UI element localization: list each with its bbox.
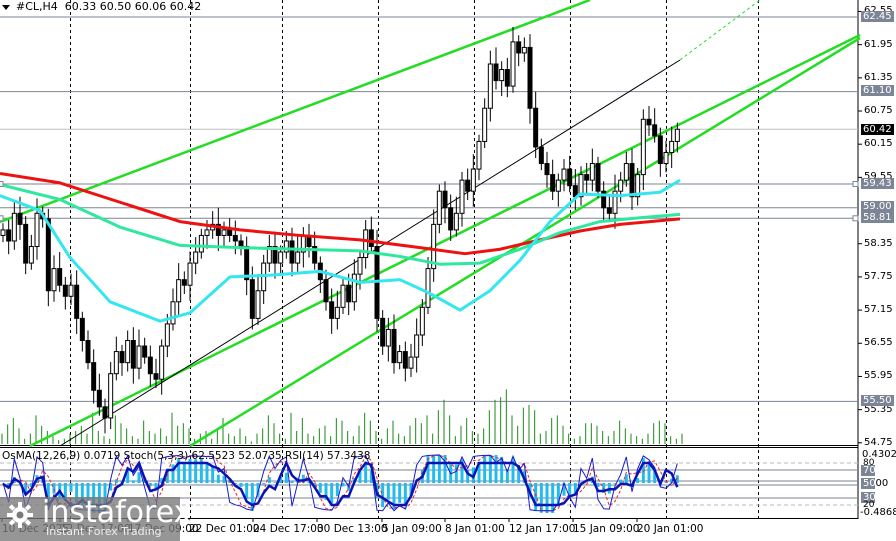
price-tick: 56.55 xyxy=(864,337,893,349)
price-tick: 61.95 xyxy=(864,38,893,50)
time-label: 22 Dec 01:00 xyxy=(189,523,260,535)
price-tick: 60.75 xyxy=(864,105,893,116)
triangle-down-icon[interactable] xyxy=(2,4,10,10)
price-tick: 57.15 xyxy=(864,304,893,316)
price-tick: 58.35 xyxy=(864,237,893,249)
time-label: 24 Dec 17:00 xyxy=(253,523,324,535)
price-tick: 55.95 xyxy=(864,370,893,382)
price-tick: 57.75 xyxy=(864,270,893,282)
time-label: 30 Dec 13:00 xyxy=(317,523,388,535)
indicator-header: OsMA(12,26,9) 0.0719 Stoch(5,3,3) 62.552… xyxy=(2,450,371,462)
current-price-tag: 60.42 xyxy=(861,124,894,135)
price-level-tag: 58.81 xyxy=(861,212,894,223)
stoch-level-20: 20 xyxy=(863,500,875,510)
gear-icon xyxy=(7,502,33,528)
price-level-tag: 61.10 xyxy=(861,85,894,96)
rsi-level-50: 50 xyxy=(861,478,876,489)
time-label: 8 Jan 01:00 xyxy=(445,523,505,535)
price-tick: 62.55 xyxy=(864,5,893,16)
ohlc-values: 60.33 60.50 60.06 60.42 xyxy=(64,0,202,13)
price-tick: 54.75 xyxy=(864,436,893,448)
price-tick: 55.35 xyxy=(864,403,893,415)
indicator-axis-zero: 0.00 xyxy=(866,478,889,489)
indicator-axis-bottom: -0.4868 xyxy=(860,507,896,518)
instaforex-watermark: instaforex Instant Forex Trading xyxy=(0,495,191,541)
chart-header: #CL,H4 60.33 60.50 60.06 60.42 xyxy=(2,0,201,13)
watermark-brand: instaforex xyxy=(42,495,192,530)
time-label: 15 Jan 09:00 xyxy=(573,523,640,535)
time-label: 5 Jan 09:00 xyxy=(382,523,442,535)
price-level-tag: 62.45 xyxy=(861,11,894,22)
time-label: 12 Jan 17:00 xyxy=(509,523,576,535)
price-tick: 61.35 xyxy=(864,71,893,83)
price-tick: 60.15 xyxy=(864,138,893,150)
indicator-axis-top: 0.4302 xyxy=(862,449,896,460)
price-level-tag: 55.50 xyxy=(861,395,894,406)
symbol-label: #CL,H4 xyxy=(16,0,58,13)
rsi-level-30: 30 xyxy=(861,492,876,503)
stoch-level-80: 80 xyxy=(863,458,875,468)
time-label: 20 Jan 01:00 xyxy=(637,523,704,535)
rsi-level-70: 70 xyxy=(861,465,876,476)
watermark-tagline: Instant Forex Trading xyxy=(46,525,162,538)
price-level-tag: 59.00 xyxy=(861,201,894,212)
price-level-tag: 59.43 xyxy=(861,178,894,189)
price-tick: 59.55 xyxy=(864,171,893,183)
